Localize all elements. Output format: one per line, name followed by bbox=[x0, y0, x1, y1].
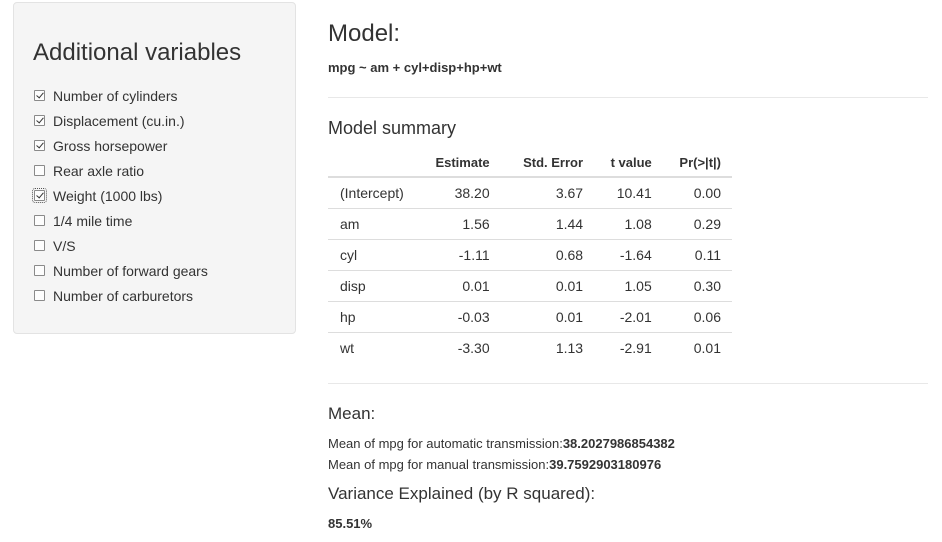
row-name: cyl bbox=[328, 239, 415, 271]
t-value-cell: 10.41 bbox=[616, 185, 652, 201]
p-value-cell: 0.30 bbox=[662, 270, 732, 302]
std-error-cell: 1.44 bbox=[500, 208, 595, 240]
column-header: Pr(>|t|) bbox=[662, 148, 732, 178]
table-row: hp -0.03 0.01 -2.01 0.06 bbox=[328, 301, 732, 333]
checkbox-option-carburetors[interactable]: Number of carburetors bbox=[34, 283, 208, 308]
row-name: disp bbox=[328, 270, 415, 302]
checkbox[interactable] bbox=[34, 115, 45, 126]
model-summary-table: Estimate Std. Error t value Pr(>|t|) (In… bbox=[328, 148, 732, 363]
checkbox-label: 1/4 mile time bbox=[53, 212, 133, 229]
checkbox-label: Displacement (cu.in.) bbox=[53, 112, 185, 129]
std-error-cell: 0.01 bbox=[500, 301, 595, 333]
checkbox[interactable] bbox=[34, 165, 45, 176]
model-heading: Model: bbox=[328, 20, 401, 47]
estimate-cell: 38.20 bbox=[454, 185, 490, 201]
mean-heading: Mean: bbox=[328, 404, 376, 423]
checkbox-option-rear-axle[interactable]: Rear axle ratio bbox=[34, 158, 208, 183]
checkbox-label: Number of forward gears bbox=[53, 262, 208, 279]
r-squared-value: 85.51% bbox=[328, 516, 373, 531]
checkbox-option-qsec[interactable]: 1/4 mile time bbox=[34, 208, 208, 233]
mean-manual-line: Mean of mpg for manual transmission:39.7… bbox=[328, 457, 661, 472]
estimate-cell: -0.03 bbox=[414, 301, 501, 333]
summary-heading: Model summary bbox=[328, 118, 457, 138]
t-value-cell: 1.05 bbox=[594, 270, 663, 302]
checkbox[interactable] bbox=[34, 265, 45, 276]
std-error-cell: 0.68 bbox=[500, 239, 595, 271]
estimate-cell: 0.01 bbox=[414, 270, 501, 302]
checkbox[interactable] bbox=[32, 188, 47, 203]
checkbox[interactable] bbox=[34, 240, 45, 251]
model-formula: mpg ~ am + cyl+disp+hp+wt bbox=[328, 60, 502, 75]
checkbox-option-vs[interactable]: V/S bbox=[34, 233, 208, 258]
variance-heading: Variance Explained (by R squared): bbox=[328, 484, 596, 503]
checkbox-label: Rear axle ratio bbox=[53, 162, 145, 179]
divider bbox=[328, 383, 928, 384]
checkbox-option-gears[interactable]: Number of forward gears bbox=[34, 258, 208, 283]
column-header: Std. Error bbox=[500, 148, 595, 178]
sidebar-title: Additional variables bbox=[33, 39, 242, 66]
std-error-cell: 1.13 bbox=[500, 332, 595, 363]
column-header: Estimate bbox=[414, 148, 501, 178]
table-header-row: Estimate Std. Error t value Pr(>|t|) bbox=[328, 148, 732, 178]
p-value-cell: 0.06 bbox=[662, 301, 732, 333]
checkbox-option-weight[interactable]: Weight (1000 lbs) bbox=[32, 183, 208, 208]
p-value-cell: 0.11 bbox=[662, 239, 732, 271]
p-value-cell: 0.29 bbox=[662, 208, 732, 240]
table-row: cyl -1.11 0.68 -1.64 0.11 bbox=[328, 239, 732, 271]
checkbox-option-horsepower[interactable]: Gross horsepower bbox=[34, 133, 208, 158]
t-value-cell: -2.01 bbox=[594, 301, 663, 333]
checkbox-label: V/S bbox=[53, 237, 76, 254]
row-name: wt bbox=[328, 332, 415, 363]
checkbox-label: Number of carburetors bbox=[53, 287, 194, 304]
t-value-cell: -1.64 bbox=[594, 239, 663, 271]
p-value-cell: 0.00 bbox=[693, 185, 721, 201]
checkbox[interactable] bbox=[34, 90, 45, 101]
table-row: am 1.56 1.44 1.08 0.29 bbox=[328, 208, 732, 240]
p-value-cell: 0.01 bbox=[662, 332, 732, 363]
mean-automatic-label: Mean of mpg for automatic transmission: bbox=[328, 436, 563, 451]
column-header: t value bbox=[594, 148, 663, 178]
table-row: disp 0.01 0.01 1.05 0.30 bbox=[328, 270, 732, 302]
mean-automatic-value: 38.2027986854382 bbox=[562, 436, 675, 451]
std-error-cell: 3.67 bbox=[555, 185, 584, 201]
estimate-cell: 1.56 bbox=[414, 208, 501, 240]
row-name: hp bbox=[328, 301, 415, 333]
estimate-cell: -1.11 bbox=[414, 239, 501, 271]
variable-checkbox-list: Number of cylinders Displacement (cu.in.… bbox=[32, 83, 208, 308]
checkbox[interactable] bbox=[34, 215, 45, 226]
t-value-cell: -2.91 bbox=[594, 332, 663, 363]
checkbox[interactable] bbox=[34, 140, 45, 151]
row-name: (Intercept) bbox=[340, 185, 404, 201]
mean-automatic-line: Mean of mpg for automatic transmission:3… bbox=[328, 436, 675, 451]
table-row: wt -3.30 1.13 -2.91 0.01 bbox=[328, 332, 732, 363]
checkbox-option-displacement[interactable]: Displacement (cu.in.) bbox=[34, 108, 208, 133]
row-name: am bbox=[328, 208, 415, 240]
std-error-cell: 0.01 bbox=[500, 270, 595, 302]
divider bbox=[328, 97, 928, 98]
checkbox-label: Gross horsepower bbox=[53, 137, 168, 154]
t-value-cell: 1.08 bbox=[594, 208, 663, 240]
checkbox-label: Weight (1000 lbs) bbox=[53, 187, 163, 204]
checkbox[interactable] bbox=[34, 290, 45, 301]
checkbox-label: Number of cylinders bbox=[53, 87, 178, 104]
mean-manual-value: 39.7592903180976 bbox=[549, 457, 662, 472]
mean-manual-label: Mean of mpg for manual transmission: bbox=[328, 457, 550, 472]
sidebar-panel: Additional variables Number of cylinders… bbox=[13, 2, 296, 334]
estimate-cell: -3.30 bbox=[414, 332, 501, 363]
checkbox-option-cylinders[interactable]: Number of cylinders bbox=[34, 83, 208, 108]
column-header bbox=[328, 148, 415, 178]
table-row: (Intercept) 38.20 3.67 10.41 0.00 bbox=[328, 177, 732, 209]
